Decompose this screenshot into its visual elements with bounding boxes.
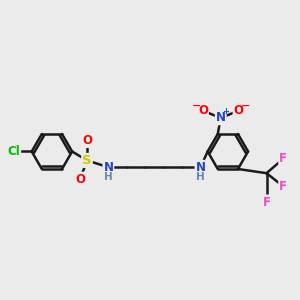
Text: H: H [196, 172, 205, 182]
Text: S: S [82, 154, 92, 167]
Text: F: F [279, 152, 287, 165]
Text: O: O [234, 104, 244, 117]
Text: F: F [262, 196, 271, 208]
Text: −: − [192, 100, 201, 110]
Text: +: + [223, 107, 230, 116]
Text: −: − [240, 100, 250, 110]
Text: H: H [104, 172, 113, 182]
Text: O: O [75, 172, 85, 186]
Text: O: O [82, 134, 92, 147]
Text: O: O [198, 104, 208, 117]
Text: N: N [103, 161, 113, 174]
Text: N: N [216, 111, 226, 124]
Text: N: N [196, 161, 206, 174]
Text: Cl: Cl [8, 145, 20, 158]
Text: F: F [279, 180, 287, 193]
